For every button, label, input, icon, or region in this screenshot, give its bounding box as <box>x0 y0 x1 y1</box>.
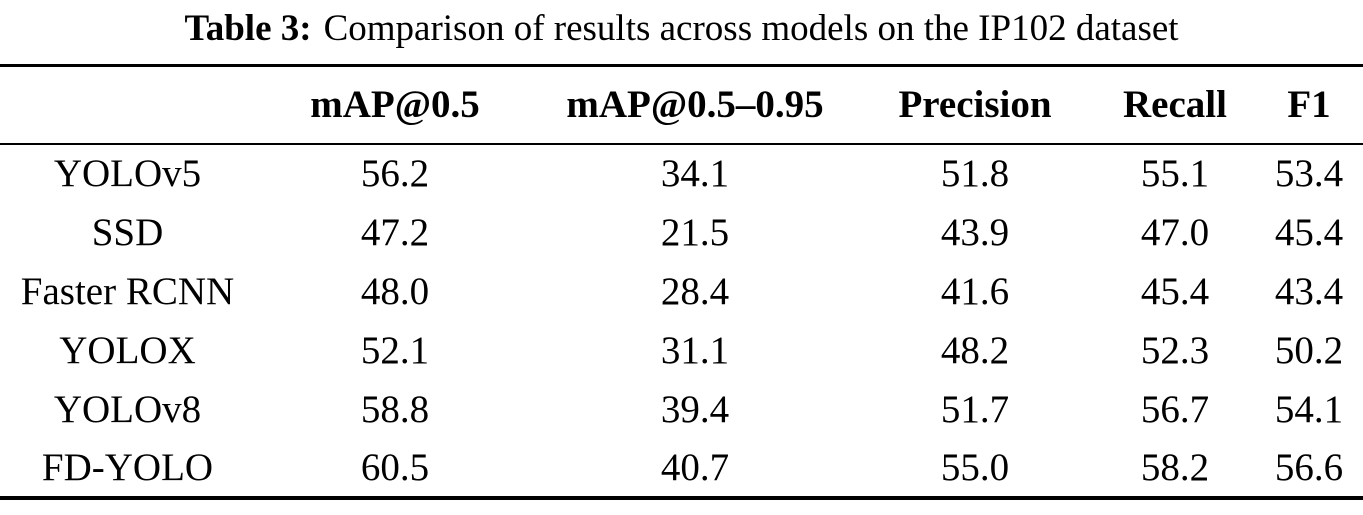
column-header-f1: F1 <box>1287 83 1331 127</box>
cell-precision: 55.0 <box>940 445 1010 489</box>
cell-precision: 51.8 <box>940 152 1010 195</box>
cell-model: Faster RCNN <box>20 269 235 313</box>
table-row-yolov8: YOLOv8 58.8 39.4 51.7 56.7 54.1 <box>0 380 1363 439</box>
cell-recall: 52.3 <box>1140 328 1210 372</box>
cell-map50: 47.2 <box>360 210 430 254</box>
cell-model: YOLOv8 <box>53 387 202 431</box>
cell-f1: 56.6 <box>1274 445 1344 489</box>
column-header-precision: Precision <box>898 83 1052 127</box>
cell-map50-95: 28.4 <box>660 269 730 313</box>
table-caption: Table 3: Comparison of results across mod… <box>0 0 1363 64</box>
cell-recall: 56.7 <box>1140 387 1210 431</box>
column-header-recall: Recall <box>1123 83 1227 127</box>
column-header-map50: mAP@0.5 <box>310 83 480 127</box>
cell-recall: 58.2 <box>1140 445 1210 489</box>
cell-f1: 53.4 <box>1274 152 1344 195</box>
column-header-map50-95: mAP@0.5–0.95 <box>566 83 824 127</box>
table-row-ssd: SSD 47.2 21.5 43.9 47.0 45.4 <box>0 203 1363 262</box>
cell-map50-95: 34.1 <box>660 152 730 195</box>
cell-recall: 47.0 <box>1140 210 1210 254</box>
column-header-model <box>0 66 255 144</box>
cell-precision: 43.9 <box>940 210 1010 254</box>
cell-model: FD-YOLO <box>41 445 214 489</box>
results-table: mAP@0.5 mAP@0.5–0.95 Precision Recall F1… <box>0 64 1363 500</box>
cell-map50-95: 39.4 <box>660 387 730 431</box>
cell-f1: 45.4 <box>1274 210 1344 254</box>
cell-precision: 51.7 <box>940 387 1010 431</box>
cell-map50-95: 31.1 <box>660 328 730 372</box>
cell-f1: 43.4 <box>1274 269 1344 313</box>
cell-map50: 48.0 <box>360 269 430 313</box>
cell-map50: 58.8 <box>360 387 430 431</box>
table-row-fd-yolo: FD-YOLO 60.5 40.7 55.0 58.2 56.6 <box>0 439 1363 498</box>
cell-map50-95: 40.7 <box>660 445 730 489</box>
table-row-yolox: YOLOX 52.1 31.1 48.2 52.3 50.2 <box>0 321 1363 380</box>
table-caption-number: Table 3: <box>184 8 312 49</box>
table-caption-text: Comparison of results across models on t… <box>323 8 1179 49</box>
cell-f1: 50.2 <box>1274 328 1344 372</box>
cell-model: YOLOX <box>59 328 196 372</box>
table-row-faster-rcnn: Faster RCNN 48.0 28.4 41.6 45.4 43.4 <box>0 262 1363 321</box>
cell-map50: 60.5 <box>360 445 430 489</box>
cell-recall: 55.1 <box>1140 152 1210 195</box>
cell-precision: 48.2 <box>940 328 1010 372</box>
cell-precision: 41.6 <box>940 269 1010 313</box>
cell-model: SSD <box>91 210 164 254</box>
table-row-yolov5: YOLOv5 56.2 34.1 51.8 55.1 53.4 <box>0 144 1363 203</box>
cell-map50-95: 21.5 <box>660 210 730 254</box>
cell-map50: 52.1 <box>360 328 430 372</box>
cell-recall: 45.4 <box>1140 269 1210 313</box>
cell-model: YOLOv5 <box>53 152 202 195</box>
table-header-row: mAP@0.5 mAP@0.5–0.95 Precision Recall F1 <box>0 65 1363 144</box>
cell-map50: 56.2 <box>360 152 430 195</box>
cell-f1: 54.1 <box>1274 387 1344 431</box>
